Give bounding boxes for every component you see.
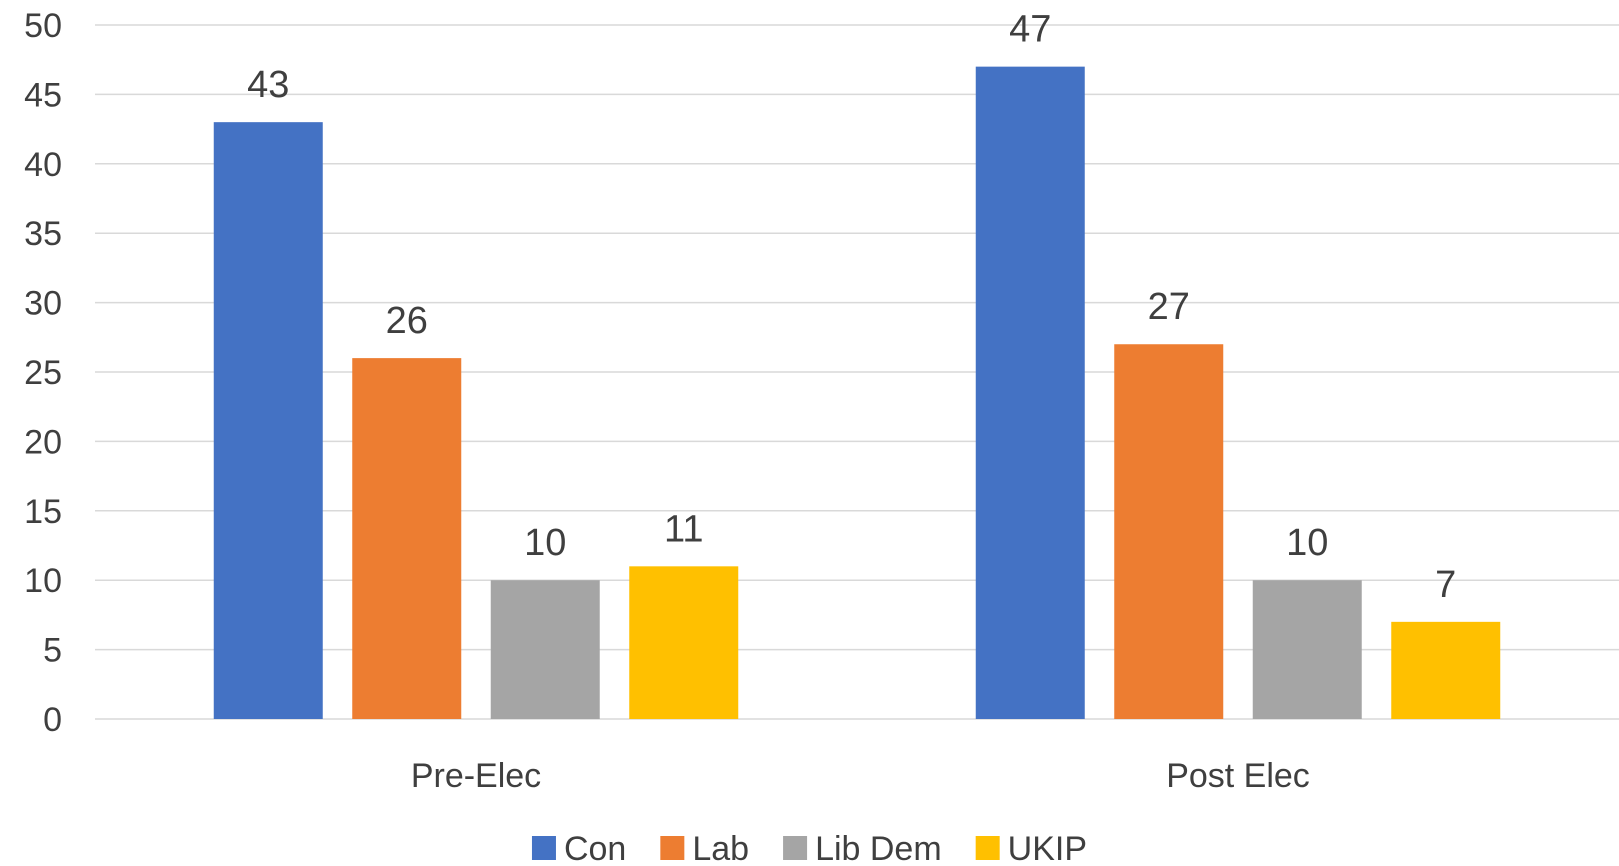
data-label: 43 bbox=[247, 64, 289, 106]
y-tick-label: 35 bbox=[24, 215, 62, 253]
data-label: 10 bbox=[524, 522, 566, 564]
y-tick-label: 10 bbox=[24, 562, 62, 600]
y-axis-ticks: 0 5 10 15 20 25 30 35 40 45 50 bbox=[24, 7, 62, 739]
legend-label: Lib Dem bbox=[815, 830, 942, 866]
bar-lib-dem-2 bbox=[1252, 580, 1362, 719]
y-tick-label: 15 bbox=[24, 493, 62, 531]
data-label: 27 bbox=[1148, 286, 1190, 328]
y-tick-label: 30 bbox=[24, 285, 62, 323]
bar-lab-2 bbox=[1114, 344, 1224, 719]
bar-lib-dem-1 bbox=[490, 580, 600, 719]
data-label: 47 bbox=[1009, 9, 1051, 51]
y-tick-label: 5 bbox=[43, 632, 62, 670]
bar-lab-1 bbox=[352, 358, 462, 719]
y-tick-label: 50 bbox=[24, 7, 62, 45]
data-label: 10 bbox=[1286, 522, 1328, 564]
data-label: 7 bbox=[1435, 564, 1456, 606]
bar-con-1 bbox=[213, 122, 323, 719]
y-tick-label: 25 bbox=[24, 354, 62, 392]
legend: Con Lab Lib Dem UKIP bbox=[531, 830, 1087, 866]
legend-swatch bbox=[975, 836, 1000, 860]
gridlines bbox=[95, 24, 1619, 720]
data-labels: 43 26 10 11 47 27 10 7 bbox=[247, 9, 1456, 606]
data-label: 11 bbox=[664, 508, 703, 550]
x-category-label: Pre-Elec bbox=[411, 757, 541, 795]
legend-label: Lab bbox=[692, 830, 749, 866]
y-tick-label: 0 bbox=[43, 701, 62, 739]
legend-label: Con bbox=[564, 830, 626, 866]
bars bbox=[213, 66, 1501, 719]
y-tick-label: 40 bbox=[24, 146, 62, 184]
y-tick-label: 45 bbox=[24, 76, 62, 114]
bar-con-2 bbox=[975, 66, 1085, 719]
x-category-label: Post Elec bbox=[1166, 757, 1310, 795]
legend-swatch bbox=[531, 836, 556, 860]
legend-label: UKIP bbox=[1008, 830, 1087, 866]
bar-ukip-2 bbox=[1391, 621, 1501, 719]
bar-ukip-1 bbox=[629, 566, 739, 719]
x-axis-categories: Pre-Elec Post Elec bbox=[411, 757, 1310, 795]
y-tick-label: 20 bbox=[24, 423, 62, 461]
legend-swatch bbox=[660, 836, 685, 860]
legend-swatch bbox=[783, 836, 808, 860]
data-label: 26 bbox=[386, 300, 428, 342]
